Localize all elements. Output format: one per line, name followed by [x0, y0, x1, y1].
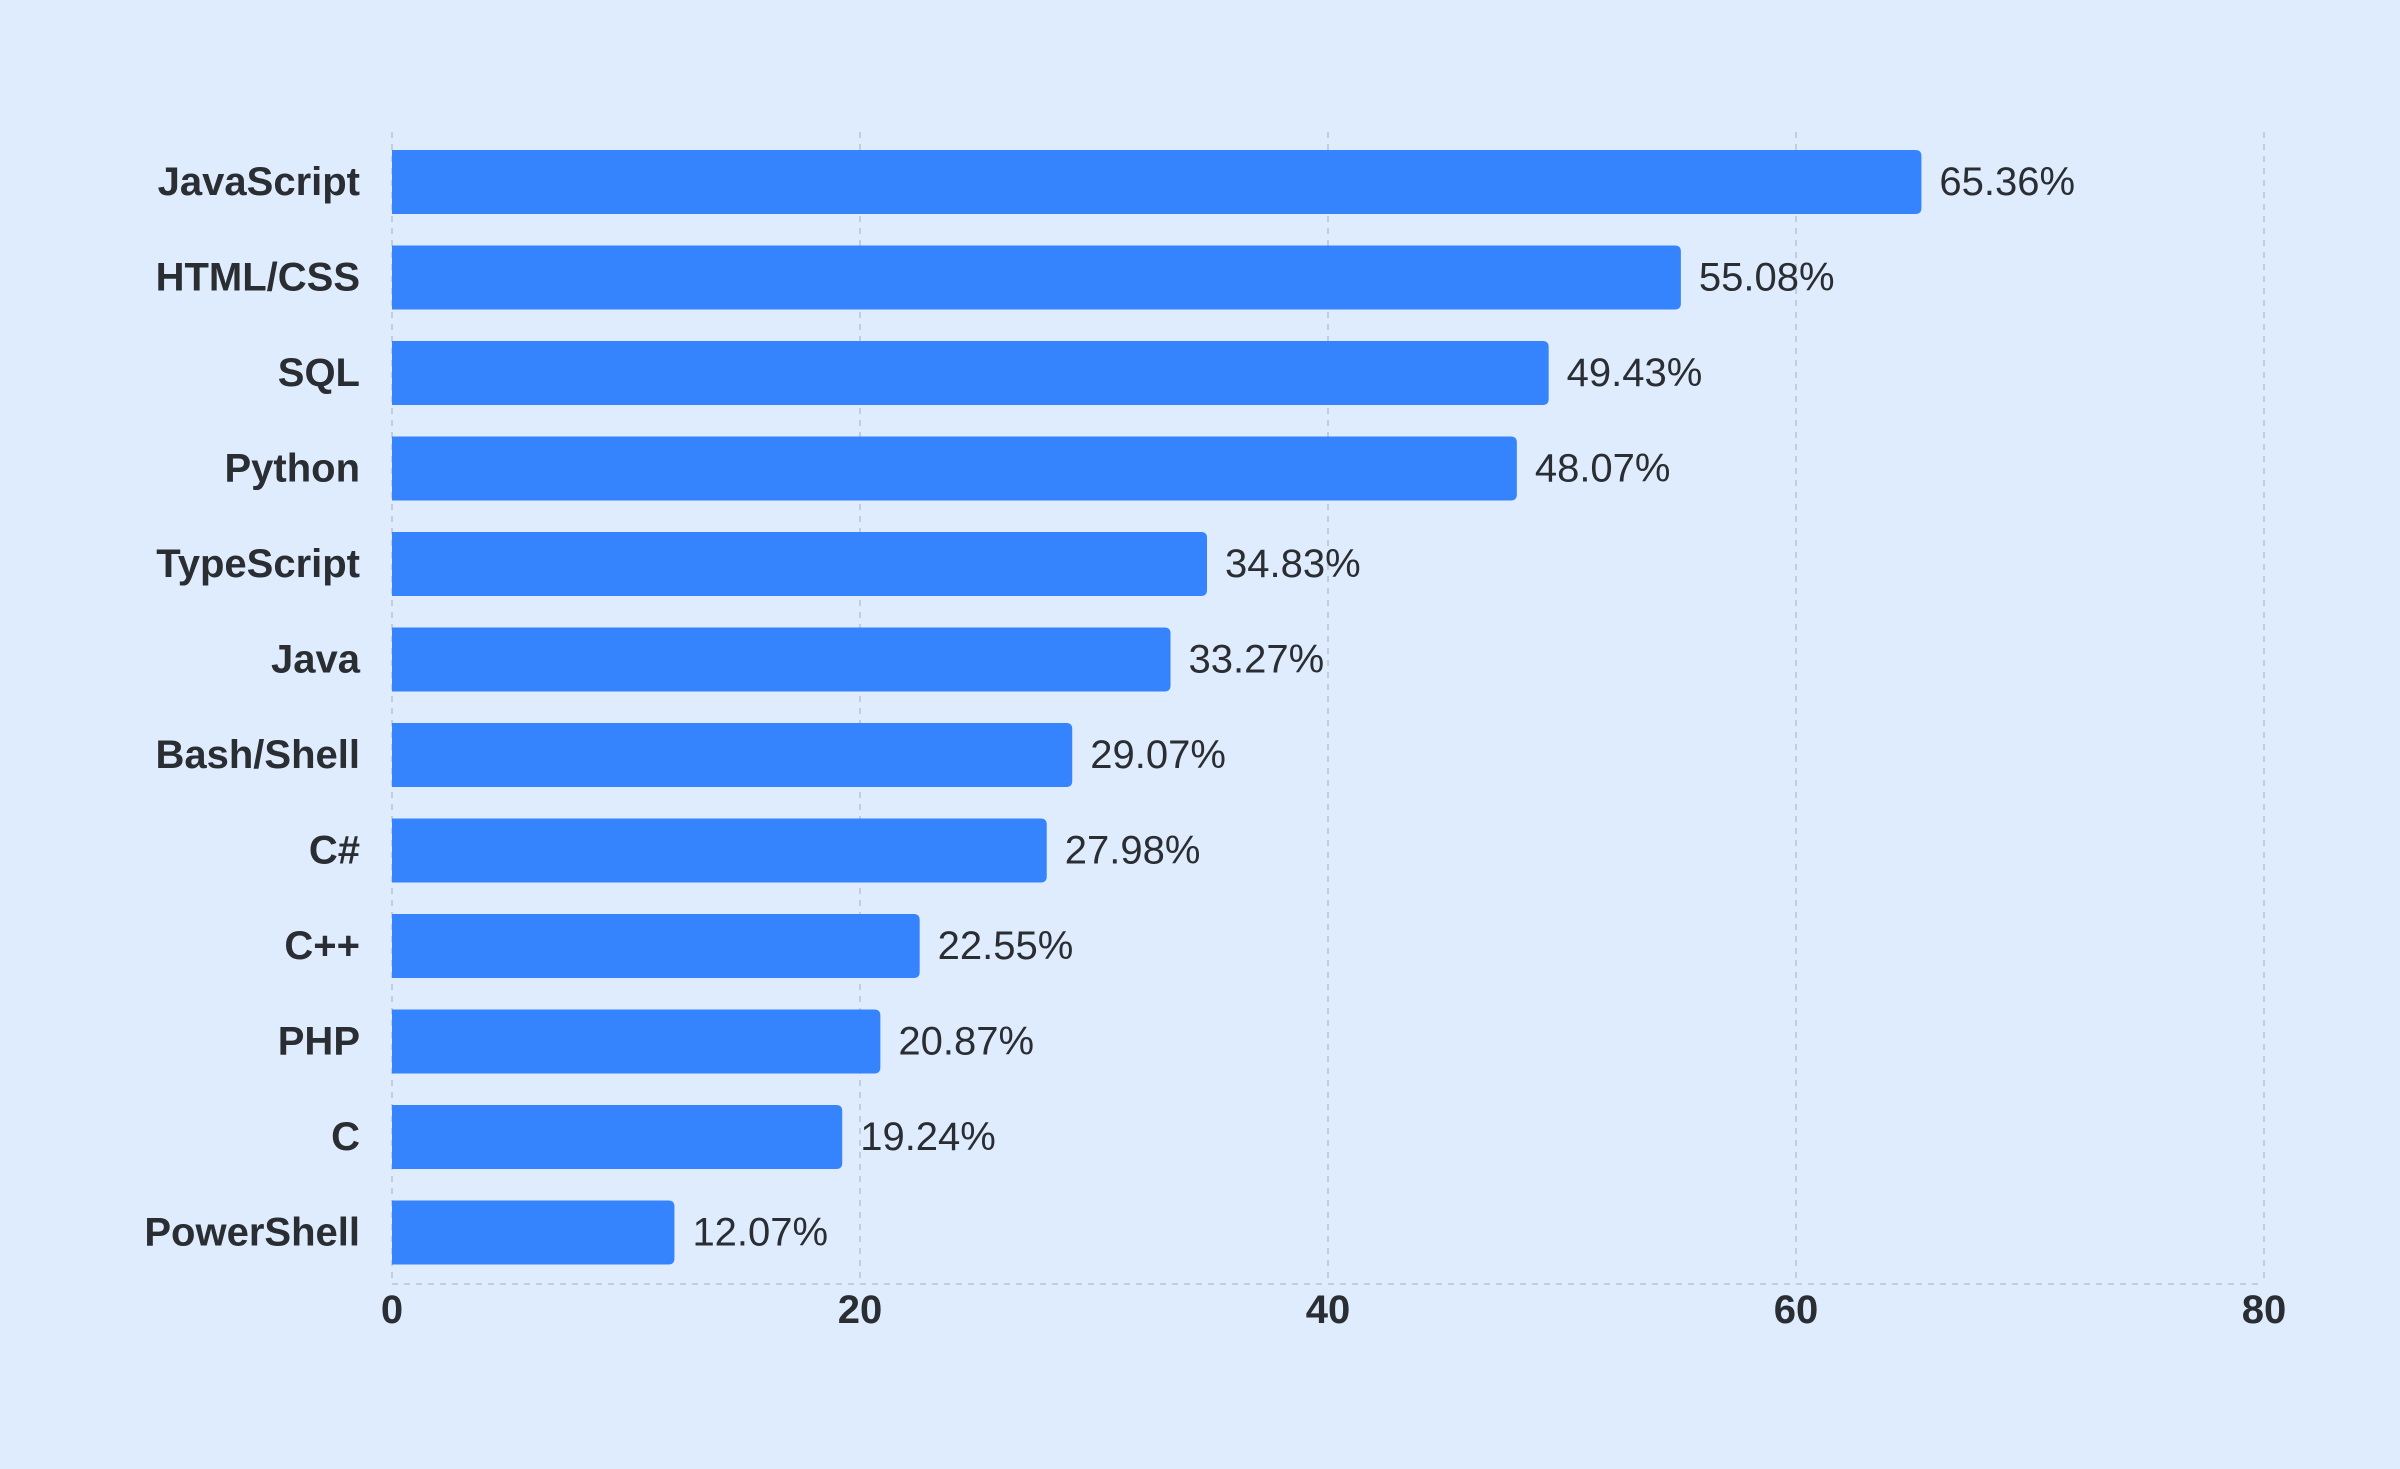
value-label-c: 19.24% [860, 1115, 996, 1159]
value-label-powershell: 12.07% [692, 1211, 828, 1255]
value-label-java: 33.27% [1189, 638, 1325, 682]
bar-c [392, 1105, 843, 1169]
category-label-sql: SQL [278, 351, 360, 395]
x-tick-label-80: 80 [2242, 1288, 2287, 1332]
value-label-sql: 49.43% [1567, 351, 1703, 395]
value-label-html-css: 55.08% [1699, 256, 1835, 300]
value-label-python: 48.07% [1535, 447, 1671, 491]
bar-python [392, 436, 1517, 501]
category-label-typescript: TypeScript [156, 542, 360, 586]
category-label-java: Java [271, 638, 361, 682]
bar-html-css [392, 245, 1681, 310]
category-label-powershell: PowerShell [144, 1211, 360, 1255]
value-label-c: 27.98% [1065, 829, 1201, 873]
category-labels: JavaScript HTML/CSS SQL Python TypeScript Jav… [144, 160, 360, 1255]
category-label-c: C++ [284, 924, 360, 968]
category-label-javascript: JavaScript [158, 160, 360, 204]
category-label-python: Python [224, 447, 360, 491]
x-tick-label-0: 0 [381, 1288, 403, 1332]
bar-php [392, 1009, 881, 1074]
category-label-bash-shell: Bash/Shell [155, 733, 360, 777]
value-label-bash-shell: 29.07% [1090, 733, 1226, 777]
bar-typescript [392, 532, 1208, 596]
x-tick-label-60: 60 [1774, 1288, 1819, 1332]
gridlines [391, 132, 2265, 1285]
bar-powershell [392, 1200, 675, 1265]
value-label-php: 20.87% [898, 1020, 1034, 1064]
x-tick-label-40: 40 [1306, 1288, 1351, 1332]
bar-java [392, 627, 1171, 692]
bar-sql [392, 341, 1549, 405]
category-label-html-css: HTML/CSS [156, 256, 360, 300]
bars [392, 150, 1922, 1265]
value-labels: 65.36% 55.08% 49.43% 48.07% 34.83% 33.27% 29.0… [692, 160, 2075, 1255]
x-axis-tick-labels: 0 20 40 60 80 [381, 1288, 2286, 1332]
bar-c [392, 818, 1047, 883]
value-label-typescript: 34.83% [1225, 542, 1361, 586]
bar-c [392, 914, 920, 978]
value-label-javascript: 65.36% [1939, 160, 2075, 204]
value-label-c: 22.55% [938, 924, 1074, 968]
category-label-c: C# [309, 829, 360, 873]
bar-javascript [392, 150, 1922, 214]
bar-bash-shell [392, 723, 1073, 787]
category-label-php: PHP [278, 1020, 360, 1064]
category-label-c: C [331, 1115, 360, 1159]
x-tick-label-20: 20 [838, 1288, 883, 1332]
